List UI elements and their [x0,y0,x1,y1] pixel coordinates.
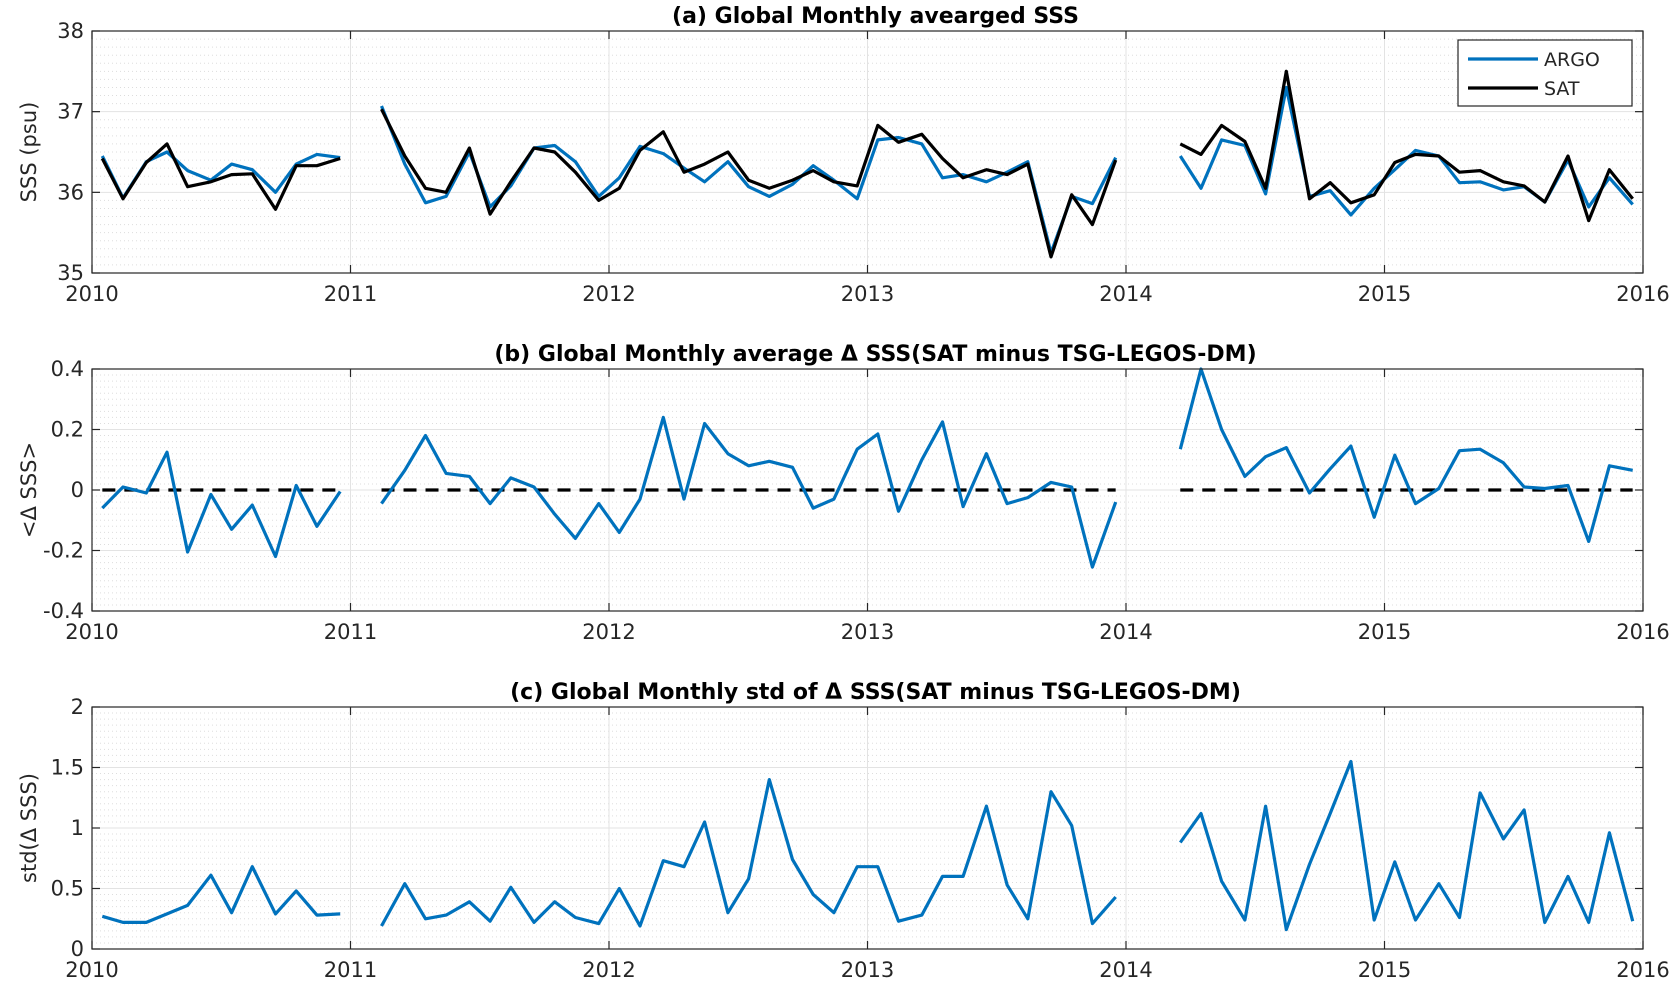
x-tick-label: 2015 [1358,958,1411,982]
x-tick-label: 2013 [841,282,894,306]
y-axis-label: std(Δ SSS) [17,773,41,883]
y-tick-label: -0.4 [43,599,84,623]
y-tick-label: 2 [71,695,84,719]
legend-label-argo: ARGO [1544,49,1600,71]
x-tick-label: 2010 [65,958,118,982]
x-tick-label: 2016 [1616,620,1669,644]
x-tick-label: 2011 [324,958,377,982]
x-tick-label: 2014 [1099,958,1152,982]
y-tick-label: 35 [57,261,84,285]
legend: ARGO SAT [1457,39,1633,107]
y-tick-label: 36 [57,180,84,204]
x-tick-label: 2011 [324,282,377,306]
x-tick-label: 2010 [65,282,118,306]
panel-c: 2010 2011 2012 2013 2014 2015 2016 0 0.5 1 1.5 2 (c)… [17,680,1670,982]
y-axis-label: SSS (psu) [17,102,41,203]
x-tick-label: 2014 [1099,620,1152,644]
series-line-delta-sss [101,759,1635,932]
x-tick-label: 2012 [582,958,635,982]
y-tick-label: 37 [57,100,84,124]
y-tick-label: 0.5 [51,877,84,901]
y-tick-label: 1 [71,816,84,840]
x-tick-label: 2013 [841,958,894,982]
x-tick-label: 2015 [1358,282,1411,306]
x-tick-label: 2013 [841,620,894,644]
y-axis-label: <Δ SSS> [17,442,41,538]
panel-a: 2010 2011 2012 2013 2014 2015 2016 35 36 37 38 (a) … [17,4,1670,306]
legend-box [1457,39,1633,107]
x-tick-label: 2012 [582,282,635,306]
y-tick-label: 0.4 [51,357,84,381]
panel-b: 2010 2011 2012 2013 2014 2015 2016 -0.4 -0.2 0 0.2… [17,342,1670,644]
y-tick-label: 1.5 [51,756,84,780]
x-tick-label: 2012 [582,620,635,644]
panel-title: (b) Global Monthly average Δ SSS(SAT min… [494,342,1256,367]
y-tick-label: 38 [57,19,84,43]
panel-title: (c) Global Monthly std of Δ SSS(SAT minu… [510,680,1241,705]
x-tick-label: 2016 [1616,958,1669,982]
x-tick-label: 2010 [65,620,118,644]
x-tick-label: 2014 [1099,282,1152,306]
series-line-delta-sss [101,367,1634,569]
y-tick-label: 0 [71,478,84,502]
panel-title: (a) Global Monthly avearged SSS [672,4,1079,29]
x-tick-label: 2015 [1358,620,1411,644]
y-tick-label: -0.2 [43,539,84,563]
series-line-sat [100,69,1634,259]
x-tick-label: 2011 [324,620,377,644]
y-tick-label: 0 [71,937,84,961]
y-tick-label: 0.2 [51,418,84,442]
legend-label-sat: SAT [1544,78,1580,100]
x-tick-label: 2016 [1616,282,1669,306]
